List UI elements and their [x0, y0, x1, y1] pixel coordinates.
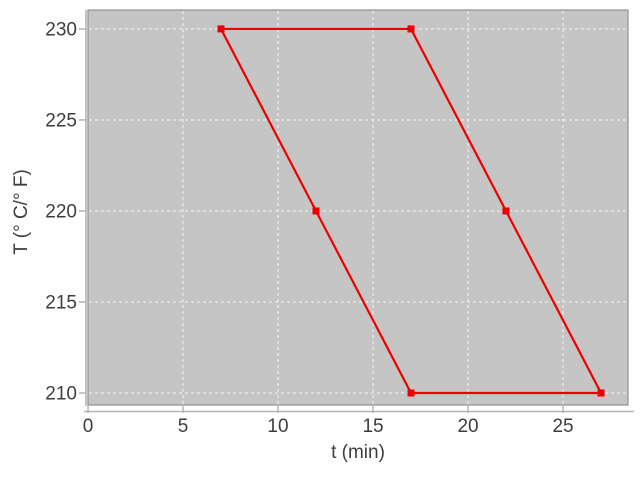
tick-marks-layer	[79, 28, 564, 413]
x-tick-label: 25	[552, 416, 573, 437]
x-tick-label: 10	[267, 416, 288, 437]
tick-labels-layer: 0 5 10 15 20 25 210 215 220 225 230	[45, 19, 573, 437]
data-point-marker	[407, 389, 415, 397]
plot-area	[87, 9, 629, 406]
y-tick-label: 215	[45, 292, 77, 313]
axes-spines-layer	[84, 10, 634, 413]
x-tick-label: 20	[457, 416, 478, 437]
x-tick-label: 5	[178, 416, 189, 437]
data-point-marker	[312, 207, 320, 215]
data-point-marker	[597, 389, 605, 397]
x-axis-label: t (min)	[331, 442, 385, 463]
y-tick-label: 210	[45, 383, 77, 404]
y-tick-label: 220	[45, 201, 77, 222]
data-point-marker	[502, 207, 510, 215]
x-tick-label: 0	[83, 416, 94, 437]
x-tick-label: 15	[362, 416, 383, 437]
data-series-layer	[217, 25, 605, 397]
y-tick-label: 230	[45, 19, 77, 40]
y-axis-label: T (° C/° F)	[11, 169, 32, 255]
data-point-marker	[407, 25, 415, 33]
y-tick-label: 225	[45, 110, 77, 131]
data-point-marker	[217, 25, 225, 33]
